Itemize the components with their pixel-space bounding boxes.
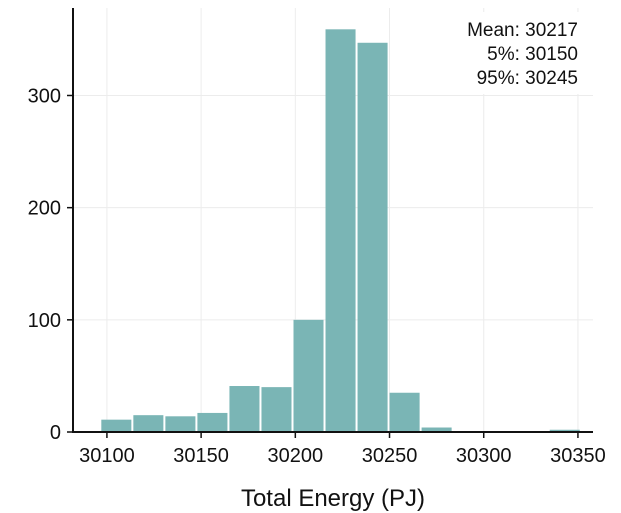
histogram-bars xyxy=(101,29,580,433)
stats-annotation-background xyxy=(430,12,585,94)
histogram-bar xyxy=(261,387,292,432)
histogram-bar xyxy=(549,429,580,432)
histogram-bar xyxy=(389,392,420,432)
y-tick-label: 300 xyxy=(28,85,61,107)
x-tick-label: 30200 xyxy=(268,445,324,467)
stats-95th-percentile: 95%: 30245 xyxy=(477,68,578,89)
x-tick-label: 30350 xyxy=(550,445,606,467)
axes xyxy=(67,8,593,438)
y-tick-label: 100 xyxy=(28,310,61,332)
x-tick-label: 30300 xyxy=(456,445,512,467)
histogram-bar xyxy=(229,386,260,432)
x-tick-label: 30150 xyxy=(173,445,229,467)
histogram-bar xyxy=(133,415,164,432)
stats-mean: Mean: 30217 xyxy=(467,20,578,41)
histogram-bar xyxy=(421,427,452,432)
histogram-bar xyxy=(165,416,196,432)
x-axis-title: Total Energy (PJ) xyxy=(241,485,425,512)
histogram-bar xyxy=(101,419,132,432)
x-tick-label: 30100 xyxy=(79,445,135,467)
x-tick-label: 30250 xyxy=(362,445,418,467)
histogram-bar xyxy=(197,412,228,432)
y-tick-label: 0 xyxy=(50,422,61,444)
histogram-bar xyxy=(357,42,388,432)
histogram-bar xyxy=(293,319,324,432)
tick-labels: 30100 30150 30200 30250 30300 30350 0 100 200 300 xyxy=(28,85,606,467)
stats-5th-percentile: 5%: 30150 xyxy=(487,44,578,65)
histogram-bar xyxy=(325,29,356,433)
y-tick-label: 200 xyxy=(28,198,61,220)
